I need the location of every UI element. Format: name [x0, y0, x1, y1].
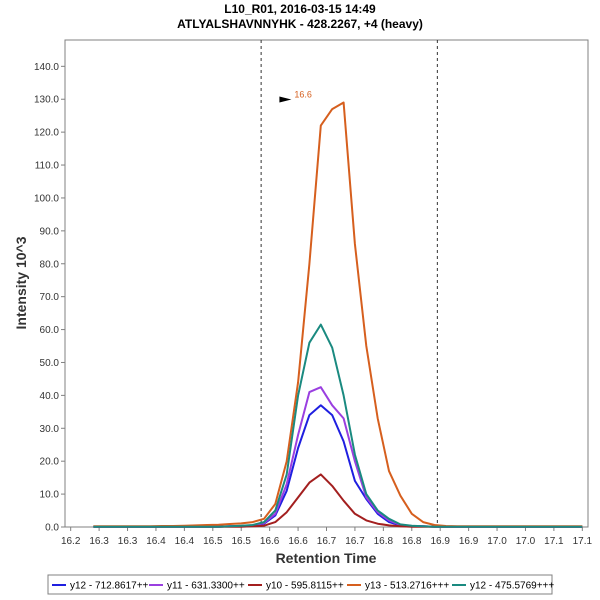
x-tick-label: 16.5: [203, 536, 223, 547]
y-tick-label: 40.0: [40, 391, 60, 402]
x-tick-label: 16.3: [118, 536, 138, 547]
x-tick-label: 16.4: [146, 536, 166, 547]
y-tick-label: 90.0: [40, 226, 60, 237]
x-tick-label: 16.5: [231, 536, 251, 547]
y-tick-label: 50.0: [40, 358, 60, 369]
x-tick-label: 16.2: [61, 536, 81, 547]
x-tick-label: 16.7: [317, 536, 337, 547]
x-tick-label: 16.6: [288, 536, 308, 547]
x-tick-label: 16.9: [459, 536, 479, 547]
peak-label: 16.6: [294, 90, 312, 100]
legend-label: y11 - 631.3300++: [167, 581, 245, 592]
legend-box: [47, 574, 553, 595]
y-tick-label: 130.0: [34, 95, 59, 106]
x-tick-label: 16.9: [430, 536, 450, 547]
peak-annotation: 16.6: [279, 90, 312, 103]
x-tick-label: 17.1: [544, 536, 564, 547]
x-axis: 16.2 16.3 16.3 16.4 16.4 16.5 16.5 16.6 16.6 16.7…: [61, 527, 593, 547]
plot-area: [64, 39, 589, 528]
x-tick-label: 16.8: [374, 536, 394, 547]
legend: y12 - 712.8617++ y11 - 631.3300++ y10 - 59…: [52, 581, 554, 592]
chart-title: L10_R01, 2016-03-15 14:49: [224, 2, 376, 16]
y-axis: 0.0 10.0 20.0 30.0 40.0 50.0 60.0 70.0 80.0 90.0 1…: [34, 62, 65, 534]
x-tick-label: 16.3: [89, 536, 109, 547]
x-tick-label: 16.7: [345, 536, 365, 547]
series-line-4: [93, 323, 583, 528]
chart-subtitle: ATLYALSHAVNNYHK - 428.2267, +4 (heavy): [177, 17, 423, 31]
y-tick-label: 80.0: [40, 259, 60, 270]
y-tick-label: 10.0: [40, 490, 60, 501]
y-tick-label: 140.0: [34, 62, 59, 73]
peak-marker-icon: [279, 96, 292, 103]
x-tick-label: 17.1: [573, 536, 593, 547]
y-tick-label: 70.0: [40, 292, 60, 303]
y-tick-label: 0.0: [45, 523, 59, 534]
series-lines: [93, 101, 583, 528]
x-tick-label: 17.0: [487, 536, 507, 547]
y-tick-label: 30.0: [40, 424, 60, 435]
legend-label: y12 - 475.5769+++: [470, 581, 554, 592]
y-tick-label: 20.0: [40, 457, 60, 468]
legend-label: y10 - 595.8115++: [266, 581, 344, 592]
x-axis-title: Retention Time: [276, 550, 377, 566]
y-tick-label: 100.0: [34, 193, 59, 204]
x-tick-label: 17.0: [516, 536, 536, 547]
y-tick-label: 110.0: [35, 161, 60, 172]
legend-label: y13 - 513.2716+++: [365, 581, 449, 592]
x-tick-label: 16.8: [402, 536, 422, 547]
x-tick-label: 16.4: [175, 536, 195, 547]
y-tick-label: 120.0: [34, 128, 59, 139]
y-axis-title: Intensity 10^3: [13, 236, 29, 329]
y-tick-label: 60.0: [40, 325, 60, 336]
x-tick-label: 16.6: [260, 536, 280, 547]
legend-label: y12 - 712.8617++: [70, 581, 149, 592]
